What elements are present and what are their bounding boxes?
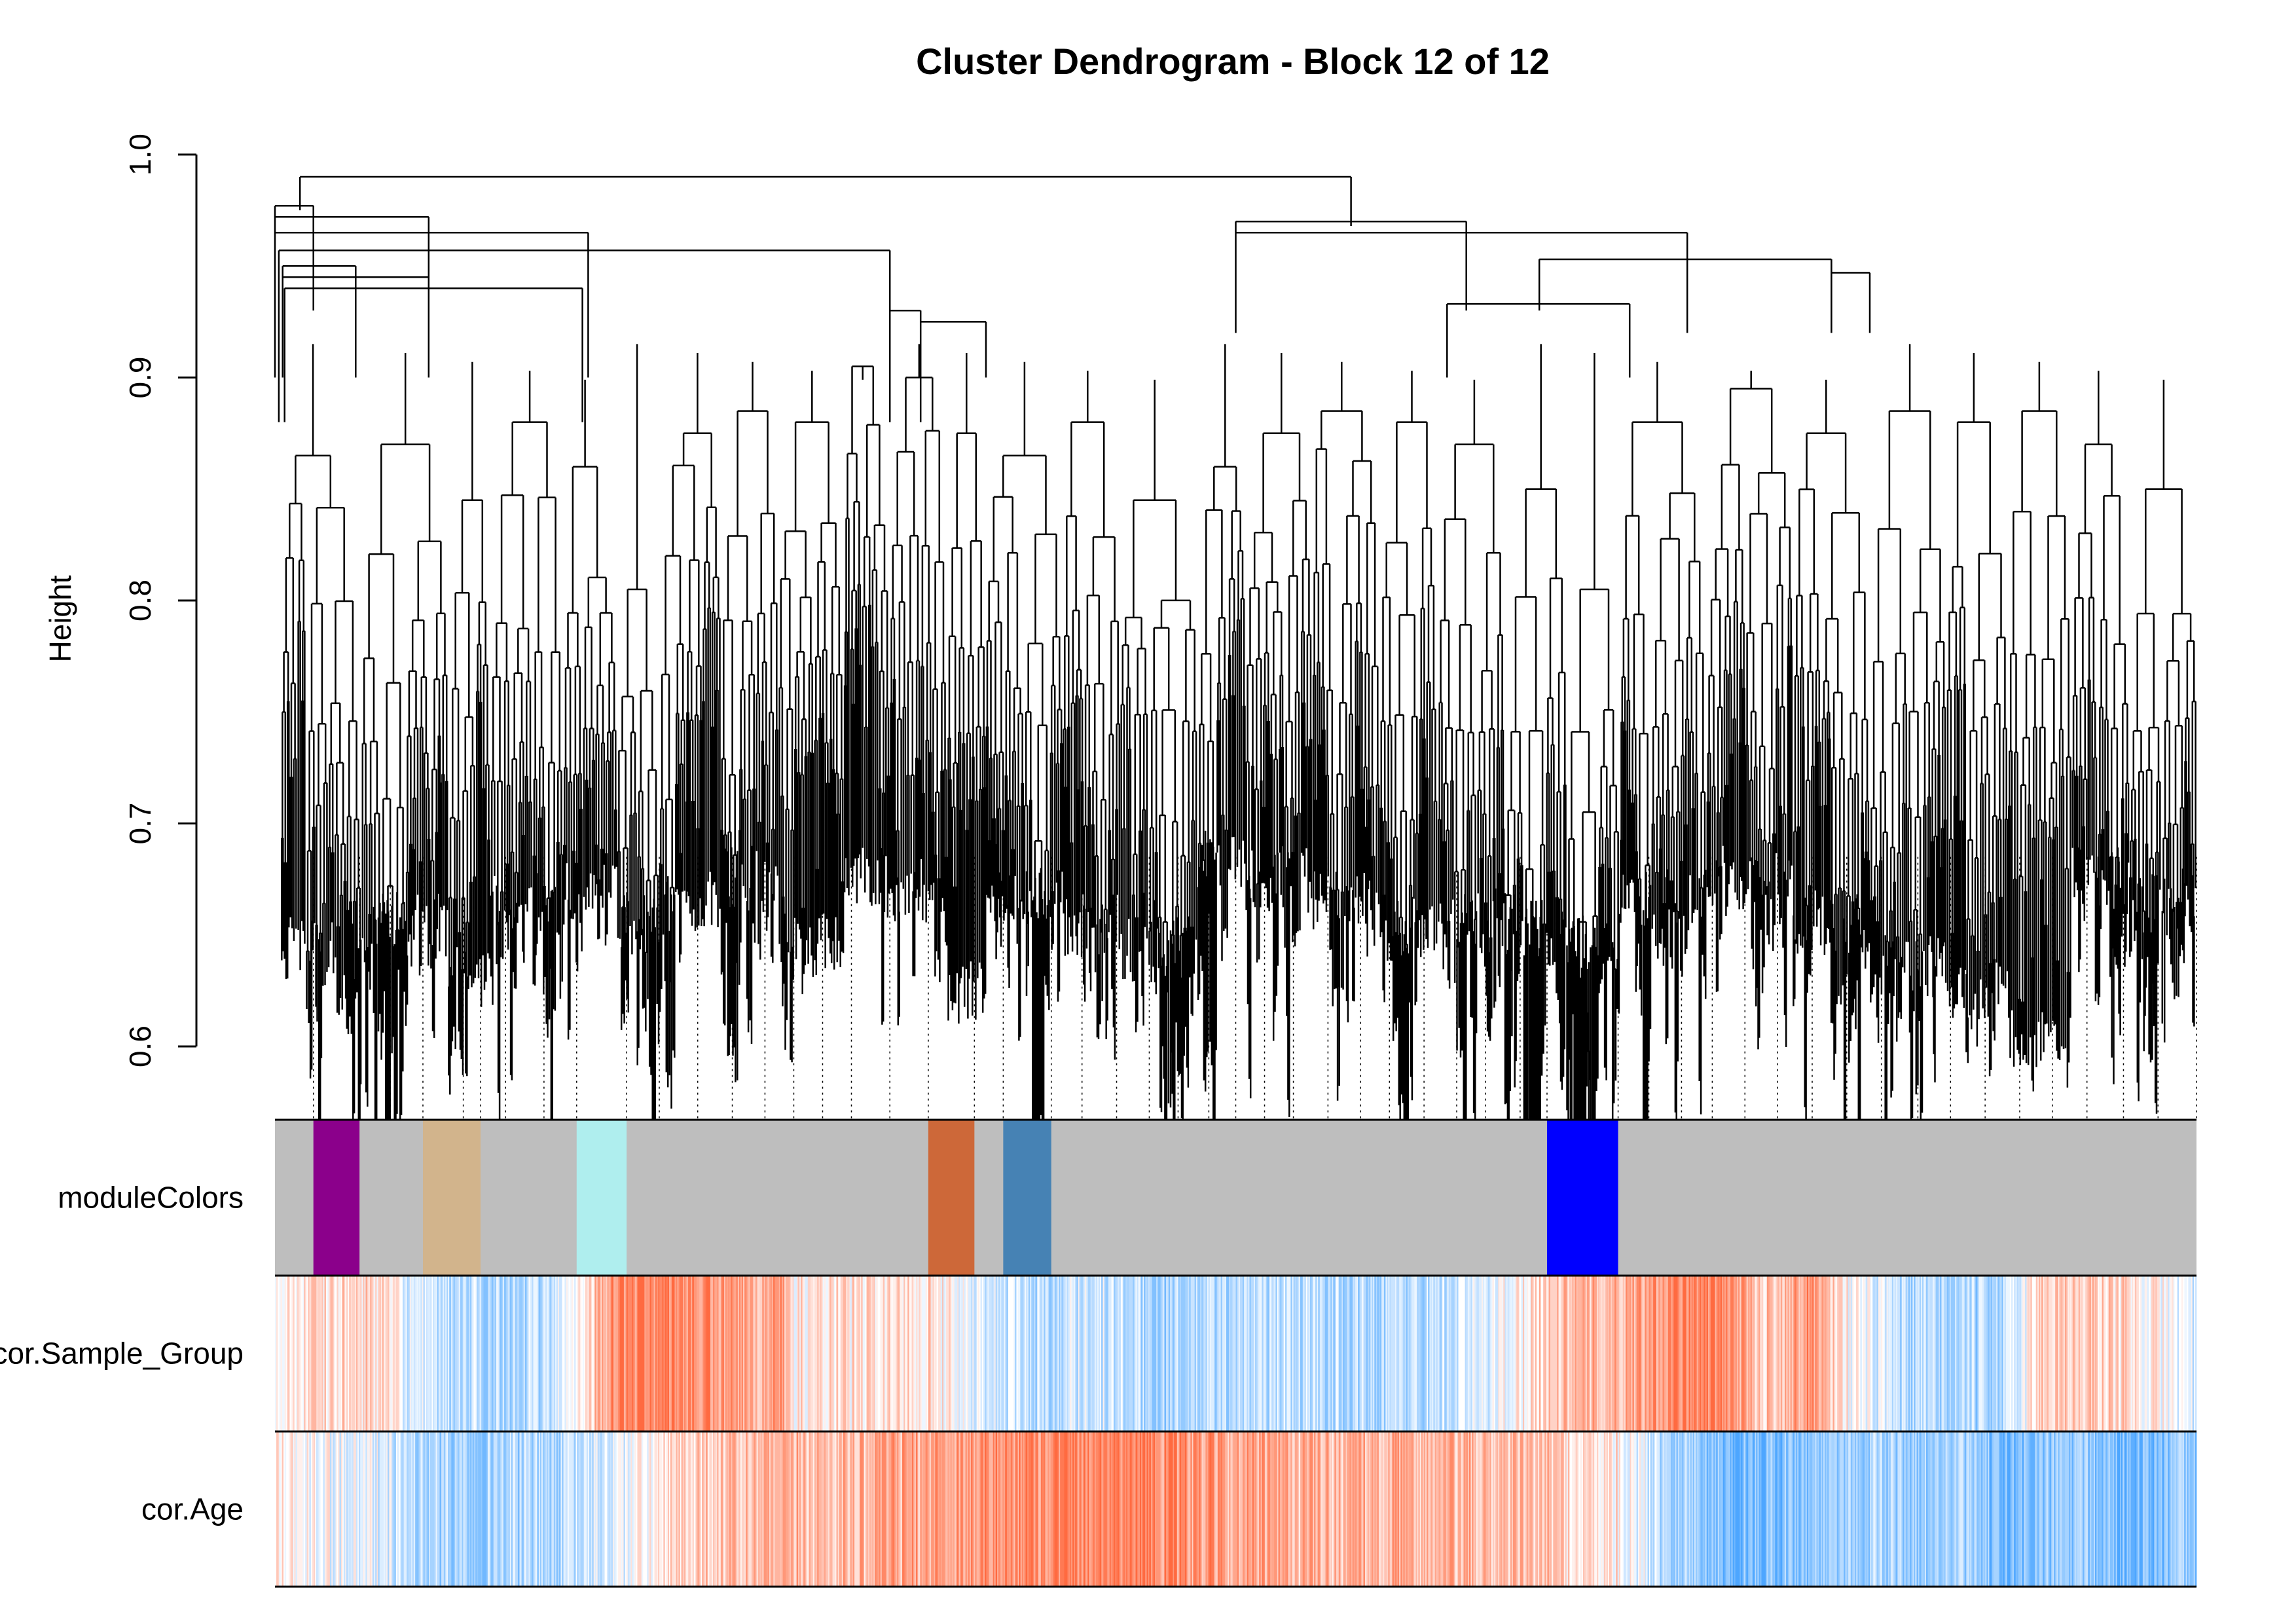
correlation-stripe [697,1431,1563,1587]
module-color-segment [576,1120,627,1275]
row-label-cor-sample_group: cor.Sample_Group [0,1337,244,1371]
correlation-stripes-2 [275,1431,2197,1587]
module-color-segment [928,1120,975,1275]
dendrogram-branches [274,175,2196,1368]
module-color-segment [1546,1120,1618,1275]
dendrogram-tree [274,175,2196,1368]
y-tick-label: 0.9 [123,357,157,399]
y-axis: 0.6 0.7 0.8 0.9 1.0 [123,134,198,1067]
chart-title: Cluster Dendrogram - Block 12 of 12 [916,41,1550,82]
correlation-stripe [378,1431,2175,1587]
row-label-modulecolors: moduleColors [58,1181,244,1215]
y-tick-label: 0.7 [123,803,157,845]
correlation-stripe [416,1431,2193,1587]
correlation-stripes-1 [275,1276,2197,1431]
y-tick-label: 0.8 [123,580,157,621]
correlation-stripe [449,1276,2003,1431]
correlation-stripe [295,1431,1976,1587]
y-axis-label: Height [43,575,77,662]
correlation-stripe [594,1276,1824,1431]
module-row-background [275,1120,2196,1275]
y-tick-label: 1.0 [123,134,157,175]
y-tick-label: 0.6 [123,1025,157,1067]
module-color-segment [422,1120,481,1275]
correlation-stripe [293,1276,2164,1431]
correlation-stripe [1722,1431,2164,1587]
row-label-cor-age: cor.Age [141,1492,244,1526]
correlation-stripe [329,1431,2196,1587]
correlation-stripe [618,1276,1817,1431]
color-rows: moduleColors cor.Sample_Group cor.Age [0,1118,2197,1588]
correlation-stripe [984,1431,1212,1587]
correlation-stripe [342,1276,2124,1431]
leaf-cut-lines [312,857,2197,1120]
module-color-segment [313,1120,360,1275]
correlation-stripe [394,1431,2195,1587]
correlation-stripe [670,1431,1618,1587]
module-color-segment [1003,1120,1051,1275]
